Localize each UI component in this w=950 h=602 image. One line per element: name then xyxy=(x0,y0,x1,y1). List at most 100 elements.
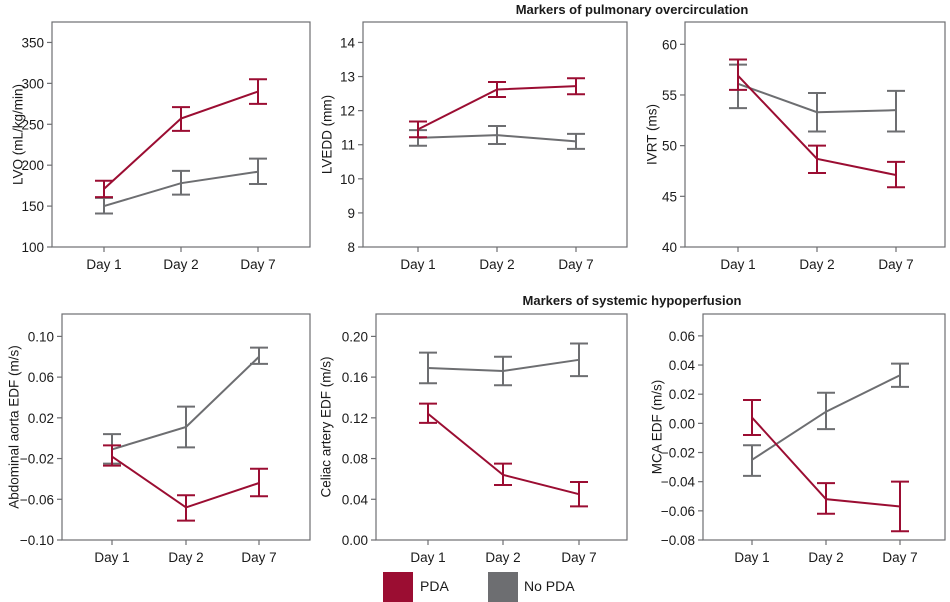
panel-2: 8 9 10 11 12 13 14 Day 1 Day 2 Day 7 LVEDD (mm) xyxy=(320,21,628,272)
y-axis-label: Abdominal aorta EDF (m/s) xyxy=(7,345,22,509)
y-tick-label: 200 xyxy=(21,158,44,173)
y-tick-label: 0.04 xyxy=(342,492,369,507)
y-tick-label: 250 xyxy=(21,117,44,132)
x-tick-label: Day 2 xyxy=(163,257,198,272)
y-axis-label: IVRT (ms) xyxy=(645,104,660,165)
x-tick-label: Day 2 xyxy=(168,550,203,565)
x-tick-label: Day 2 xyxy=(799,257,834,272)
x-tick-label: Day 7 xyxy=(558,257,593,272)
y-tick-label: −0.08 xyxy=(661,533,695,548)
legend: PDA No PDA xyxy=(383,572,575,602)
error-bar xyxy=(103,444,121,467)
panel-3: 40 45 50 55 60 Day 1 Day 2 Day 7 IVRT (ms) xyxy=(645,21,946,272)
plot-frame xyxy=(702,313,946,541)
error-bar xyxy=(887,89,905,133)
y-tick-label: 13 xyxy=(340,70,355,85)
error-bar xyxy=(887,160,905,189)
x-tick-label: Day 1 xyxy=(410,550,445,565)
y-tick-label: −0.10 xyxy=(20,533,54,548)
y-tick-label: −0.06 xyxy=(661,504,695,519)
panel-4: −0.10 −0.06 −0.02 0.02 0.06 0.10 Day 1 Day 2 Day… xyxy=(7,313,311,565)
y-tick-label: 0.16 xyxy=(342,370,368,385)
y-tick-label: 11 xyxy=(341,138,355,153)
x-tick-label: Day 1 xyxy=(400,257,435,272)
error-bar xyxy=(177,494,195,522)
x-tick-label: Day 1 xyxy=(94,550,129,565)
series-no-pda xyxy=(95,157,267,215)
series-pda xyxy=(419,402,588,508)
x-tick-label: Day 2 xyxy=(479,257,514,272)
y-tick-label: 0.06 xyxy=(669,329,695,344)
y-tick-label: 0.04 xyxy=(669,358,696,373)
error-bar xyxy=(249,157,267,185)
y-tick-label: 0.20 xyxy=(342,329,368,344)
y-tick-label: 0.00 xyxy=(342,533,368,548)
legend-label-no-pda: No PDA xyxy=(524,578,575,594)
panel-6: −0.08 −0.06 −0.04 −0.02 0.00 0.02 0.04 0.06 Day … xyxy=(650,313,946,565)
panel-1: 100 150 200 250 300 350 Day 1 Day 2 Day 7 LVO (mL… xyxy=(11,21,311,272)
legend-swatch-no-pda xyxy=(488,572,518,602)
series-pda xyxy=(103,444,268,522)
y-tick-label: 0.12 xyxy=(342,411,368,426)
series-pda xyxy=(743,399,909,533)
y-tick-label: 45 xyxy=(662,189,677,204)
error-bar xyxy=(172,169,190,196)
x-tick-label: Day 2 xyxy=(808,550,843,565)
legend-item-no-pda: No PDA xyxy=(488,572,575,602)
y-axis-label: LVO (mL/kg/min) xyxy=(11,84,26,185)
y-tick-label: 100 xyxy=(21,240,44,255)
error-bar xyxy=(817,482,835,515)
series-no-pda xyxy=(729,63,905,133)
y-tick-label: 60 xyxy=(662,37,677,52)
error-bar xyxy=(250,467,268,498)
x-tick-label: Day 7 xyxy=(561,550,596,565)
plot-frame xyxy=(684,21,946,248)
legend-swatch-pda xyxy=(383,572,413,602)
series-pda xyxy=(729,58,905,189)
y-tick-label: 8 xyxy=(347,240,355,255)
y-tick-label: 14 xyxy=(340,35,356,50)
x-tick-label: Day 7 xyxy=(882,550,917,565)
plot-frame xyxy=(362,21,628,248)
section-title-top: Markers of pulmonary overcirculation xyxy=(516,2,749,17)
error-bar xyxy=(172,106,190,132)
x-tick-label: Day 7 xyxy=(241,550,276,565)
panel-5: 0.00 0.04 0.08 0.12 0.16 0.20 Day 1 Day 2 Day 7 C… xyxy=(319,313,628,565)
y-axis-label: MCA EDF (m/s) xyxy=(650,380,665,475)
series-pda xyxy=(95,78,267,199)
y-tick-label: 0.10 xyxy=(28,329,54,344)
y-tick-label: 0.06 xyxy=(28,370,54,385)
y-tick-label: 10 xyxy=(340,172,355,187)
y-tick-label: 300 xyxy=(21,76,44,91)
y-tick-label: 0.02 xyxy=(28,411,54,426)
error-bar xyxy=(250,346,268,365)
y-tick-label: 0.00 xyxy=(669,416,695,431)
y-tick-label: 40 xyxy=(662,240,677,255)
x-tick-label: Day 7 xyxy=(240,257,275,272)
x-tick-label: Day 1 xyxy=(720,257,755,272)
panels: 100 150 200 250 300 350 Day 1 Day 2 Day 7 LVO (mL… xyxy=(7,21,946,565)
y-tick-label: −0.04 xyxy=(661,475,696,490)
y-tick-label: 9 xyxy=(347,206,355,221)
legend-label-pda: PDA xyxy=(420,578,449,594)
section-title-bottom: Markers of systemic hypoperfusion xyxy=(523,293,742,308)
y-tick-label: −0.02 xyxy=(20,452,54,467)
plot-frame xyxy=(375,313,628,541)
error-bar xyxy=(729,58,747,91)
y-tick-label: 50 xyxy=(662,139,677,154)
error-bar xyxy=(743,444,761,477)
y-axis-label: LVEDD (mm) xyxy=(320,95,335,174)
y-tick-label: 55 xyxy=(662,88,677,103)
series-no-pda xyxy=(103,346,268,465)
error-bar xyxy=(808,144,826,175)
y-axis-label: Celiac artery EDF (m/s) xyxy=(319,356,334,497)
series-no-pda xyxy=(419,342,588,387)
x-tick-label: Day 7 xyxy=(878,257,913,272)
legend-item-pda: PDA xyxy=(383,572,449,602)
y-tick-label: 150 xyxy=(21,199,44,214)
error-bar xyxy=(494,462,512,487)
y-tick-label: 0.02 xyxy=(669,387,695,402)
x-tick-label: Day 1 xyxy=(86,257,121,272)
y-tick-label: 0.08 xyxy=(342,452,368,467)
